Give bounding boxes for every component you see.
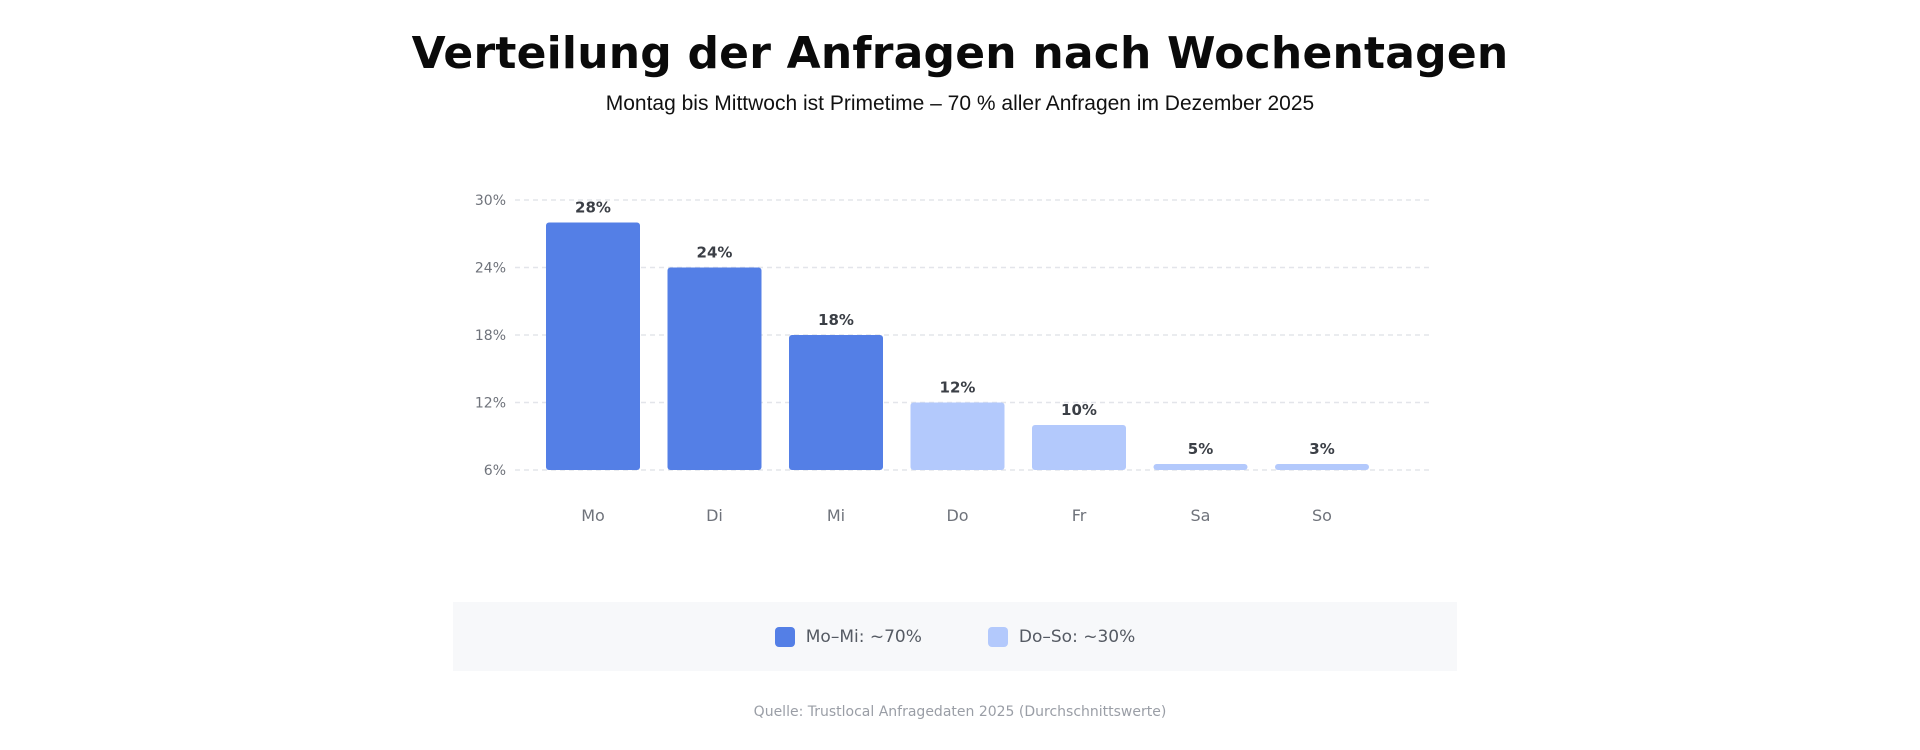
x-tick-label: So [1312,506,1332,525]
bar-value-label: 28% [575,199,611,217]
bar-so [1275,464,1369,470]
legend-item-mo-mi: Mo–Mi: ~70% [774,626,922,647]
bar-value-label: 10% [1061,401,1097,419]
chart-title: Verteilung der Anfragen nach Wochentagen [411,28,1509,79]
legend-label-do-so: Do–So: ~30% [1018,626,1136,647]
bar-chart: 6%12%18%24%30% 28%24%18%12%10%5% 3% Mo Di M… [475,193,1430,525]
bar-do [910,402,1005,470]
bar-value-label: 5% [1188,440,1213,458]
bar-value-label: 12% [940,379,976,397]
x-tick-label: Mo [581,506,605,525]
bar-value-label: 24% [697,244,733,262]
bar-mi [789,335,883,470]
bar-value-label: 3% [1309,440,1334,458]
bars [546,222,1369,470]
y-tick-label: 12% [475,396,506,412]
x-axis-ticks: Mo Di Mi Do Fr Sa So [581,506,1332,525]
x-tick-label: Do [946,506,968,525]
legend-label-mo-mi: Mo–Mi: ~70% [805,626,922,647]
source-note: Quelle: Trustlocal Anfragedaten 2025 (Du… [753,704,1167,720]
bar-di [667,267,762,470]
legend: Mo–Mi: ~70% Do–So: ~30% [453,602,1457,671]
x-tick-label: Di [706,506,723,525]
x-tick-label: Mi [827,506,845,525]
y-tick-label: 24% [475,261,506,277]
chart-subtitle: Montag bis Mittwoch ist Primetime – 70 %… [605,92,1315,115]
y-tick-label: 18% [475,328,506,344]
legend-swatch-do-so [987,626,1008,647]
y-tick-label: 6% [484,463,506,479]
y-axis-ticks: 6% 12% 18% 24% 30% [475,193,506,479]
bar-fr [1032,425,1126,470]
bar-mo [546,222,640,470]
x-tick-label: Sa [1191,506,1211,525]
bar-value-label: 18% [818,311,854,329]
legend-item-do-so: Do–So: ~30% [987,626,1136,647]
bar-value-labels: 28% 24% 18% 12% 10% 5% 3% [575,199,1335,459]
legend-swatch-mo-mi [774,626,795,647]
bar-sa [1153,464,1248,470]
x-tick-label: Fr [1072,506,1087,525]
y-tick-label: 30% [475,193,506,209]
